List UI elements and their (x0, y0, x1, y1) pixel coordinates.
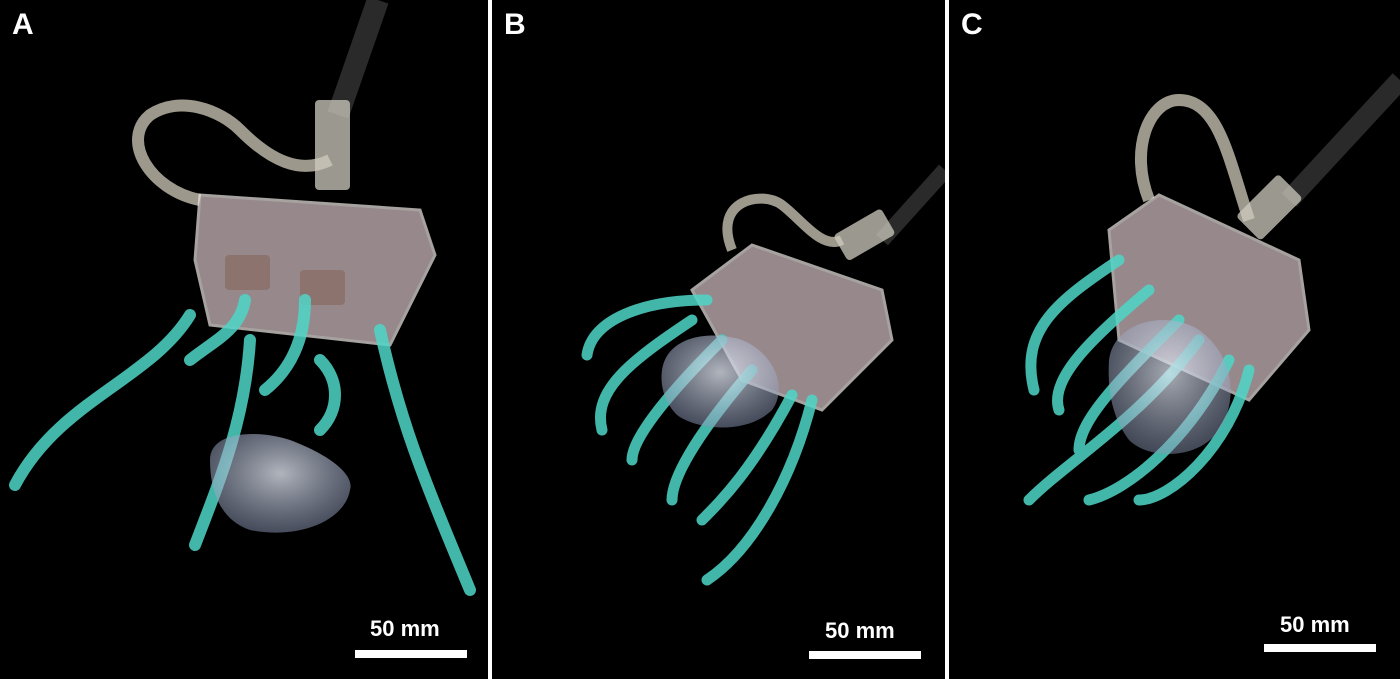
tether-cable (327, 0, 389, 119)
panel-c: C 50 mm (949, 0, 1400, 679)
panel-label: C (961, 8, 983, 41)
tether-cable (876, 164, 945, 246)
panel-label: A (12, 8, 34, 41)
hose-loop (1135, 93, 1255, 222)
panel-a-photo (9, 0, 476, 596)
scale-bar (355, 650, 467, 658)
panel-b: B 50 mm (492, 0, 945, 679)
panel-c-photo (1023, 73, 1400, 506)
connector (315, 100, 350, 190)
scale-label: 50 mm (1280, 612, 1350, 637)
tether-cable (1281, 73, 1400, 207)
tentacles (9, 294, 476, 596)
scale-bar (809, 651, 921, 659)
hose-loop (132, 99, 333, 206)
scale-label: 50 mm (825, 618, 895, 643)
panel-a: A 50 mm (0, 0, 488, 679)
hose-loop (722, 193, 845, 252)
scale-bar (1264, 644, 1376, 652)
scale-label: 50 mm (370, 616, 440, 641)
connector (834, 209, 895, 261)
panel-label: B (504, 8, 526, 41)
jellyfish (1108, 320, 1231, 454)
panel-b-photo (581, 164, 945, 586)
jellyfish (661, 335, 779, 428)
jellyfish (210, 434, 351, 533)
connector (1237, 175, 1302, 240)
